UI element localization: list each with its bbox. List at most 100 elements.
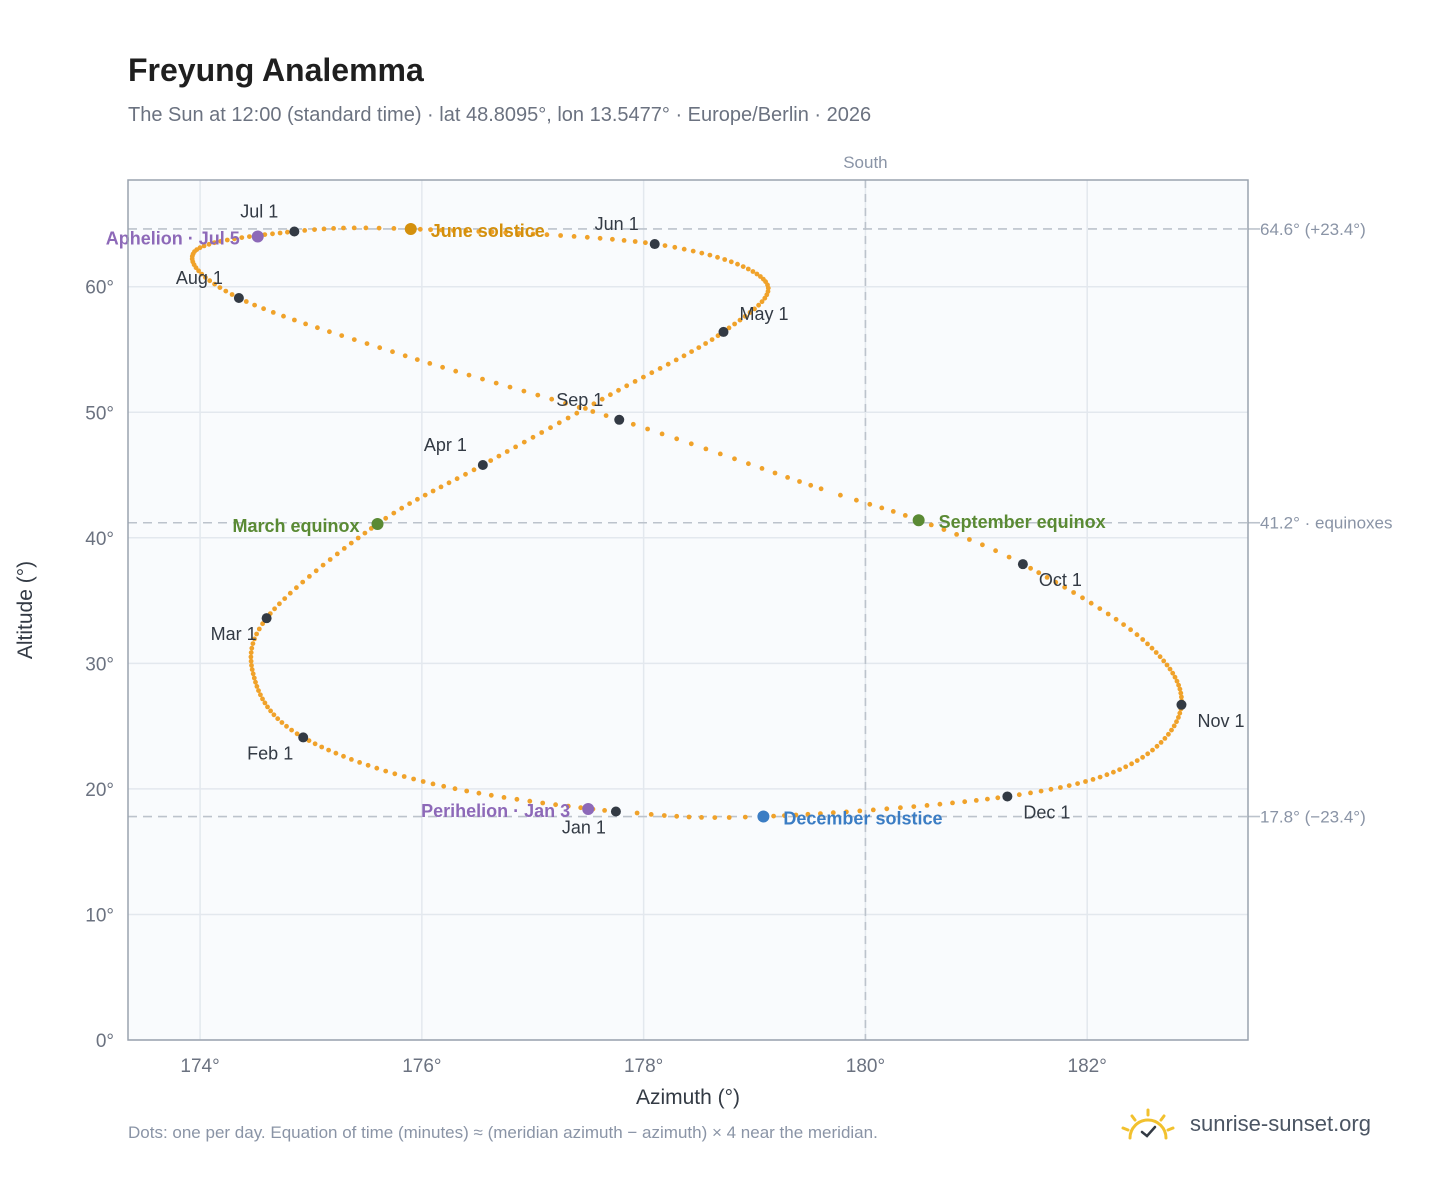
daily-sun-dot [281,313,286,319]
daily-sun-dot [1149,645,1155,651]
daily-sun-dot [294,585,299,591]
plot-frame [127,179,1249,1041]
daily-sun-dot [544,232,550,238]
y-tick-label: 60° [85,278,114,299]
daily-sun-dot [430,488,436,494]
daily-sun-dot [262,700,268,706]
daily-sun-dot [649,370,655,376]
daily-sun-dot [980,542,985,548]
daily-sun-dot [1134,632,1140,638]
daily-sun-dot [258,692,263,698]
daily-sun-dot [732,321,737,327]
month-label: Jul 1 [240,201,278,221]
daily-sun-dot [270,231,275,237]
daily-sun-dot [584,234,590,240]
month-label: Jun 1 [595,214,639,234]
daily-sun-dot [334,551,340,557]
daily-sun-dot [212,281,218,287]
daily-sun-dot [657,366,663,371]
daily-sun-dot [319,744,325,750]
month-marker [718,326,729,337]
daily-sun-dot [452,786,458,792]
daily-sun-dot [430,781,436,787]
daily-sun-dot [574,410,580,416]
daily-sun-dot [563,400,568,406]
daily-sun-dot [1167,666,1173,672]
daily-sun-dot [782,813,787,818]
daily-sun-dot [715,333,721,339]
daily-sun-dot [207,278,213,284]
axis-ticks: 174° 176° 178° 180° 182° 0° 10° 20° 30° 40° 50° 60° [85,278,1107,1077]
daily-sun-dot [229,292,235,297]
daily-sun-dot [383,768,389,774]
daily-sun-dot [496,453,502,459]
daily-sun-dot [950,800,955,806]
daily-sun-dot [312,227,317,233]
daily-sun-dot [1062,584,1068,590]
daily-sun-dot [476,790,482,796]
sun-icon [1121,1108,1175,1140]
daily-sun-dot [1140,637,1146,642]
daily-sun-dot [341,753,346,759]
daily-sun-dot [1071,590,1076,595]
daily-sun-dot [1053,579,1059,585]
month-marker [261,613,272,624]
daily-sun-dot [742,814,748,820]
daily-sun-dot [717,451,723,457]
daily-sun-dot [402,353,408,359]
daily-sun-dot [879,505,885,511]
month-markers: Jan 1 Feb 1 Mar 1 Apr 1 May 1 Jun 1 Jul 1 Aug 1… [176,201,1245,837]
daily-sun-dot [248,654,254,660]
daily-sun-dot [247,234,252,240]
daily-sun-dot [870,807,876,813]
daily-sun-dot [390,349,395,355]
daily-sun-dot [415,496,420,502]
daily-sun-dot [591,401,597,407]
daily-sun-dot [521,388,527,394]
daily-sun-dot [1172,674,1178,680]
daily-sun-dot [1038,788,1044,794]
brand[interactable]: sunrise-sunset.org [1120,1102,1371,1146]
daily-sun-dot [1123,764,1129,770]
daily-sun-dot [1158,740,1164,745]
daily-sun-dot [556,420,562,426]
daily-sun-dot [1016,792,1022,798]
daily-sun-dot [248,650,254,655]
daily-sun-dot [673,357,679,363]
daily-sun-dot [1154,743,1160,749]
daily-sun-dot [503,230,508,236]
month-marker [233,293,244,304]
daily-sun-dot [277,230,283,236]
daily-sun-dot [351,337,357,342]
daily-sun-dot [362,530,368,536]
daily-sun-dot [549,396,555,402]
daily-sun-dot [527,798,533,804]
event-marker [582,802,595,815]
daily-sun-dot [224,237,230,243]
daily-sun-dot [438,484,444,490]
daily-sun-dot [249,645,255,651]
daily-sun-dot [1169,727,1174,733]
daily-sun-dot [327,557,333,562]
daily-sun-dot [504,449,510,454]
daily-sun-dot [686,814,692,820]
daily-sun-dot [348,540,354,546]
daily-sun-dot [735,261,740,267]
daily-sun-dot [196,268,202,274]
daily-sun-dot [333,750,339,756]
daily-sun-dot [374,765,380,771]
daily-sun-dot [422,492,428,498]
daily-sun-dot [599,396,605,402]
daily-sun-dot [621,238,627,243]
daily-sun-dot [728,259,734,265]
daily-sun-dot [439,227,445,233]
daily-sun-dot [201,243,207,249]
x-tick-label: 178° [624,1056,663,1077]
daily-sun-dot [645,426,650,432]
daily-sun-dot [772,470,778,476]
daily-sun-dot [260,696,265,702]
y-tick-label: 40° [85,529,114,550]
month-marker [1002,791,1013,802]
daily-sun-dot [696,345,702,350]
daily-sun-dot [1097,606,1103,611]
